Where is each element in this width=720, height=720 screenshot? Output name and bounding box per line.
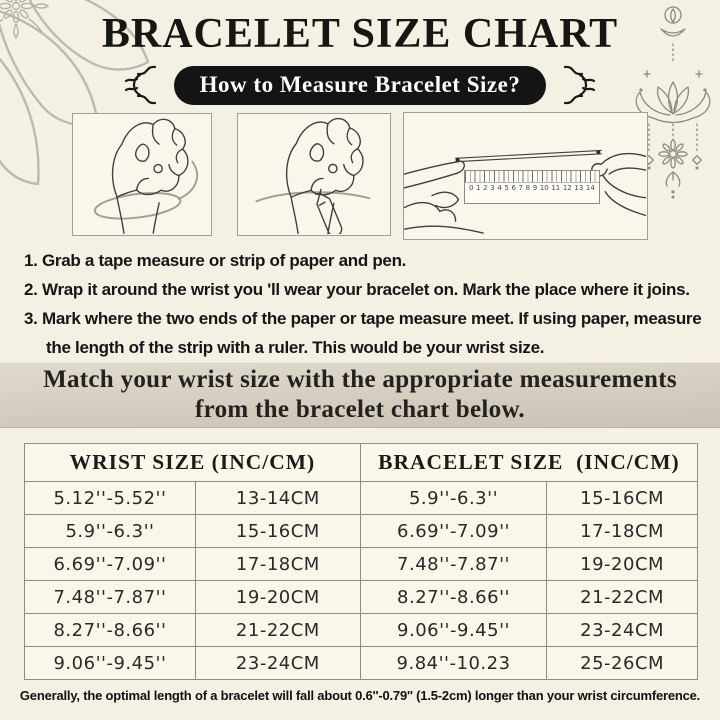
ruler-number: 1 <box>476 184 481 192</box>
ruler-ticks <box>465 171 599 183</box>
table-cell: 19-20CM <box>546 547 698 581</box>
illustration-ruler-panel: 0 1 2 3 4 5 6 7 8 9 10 11 12 13 14 <box>403 112 648 240</box>
hands-with-ruler-illustration <box>404 149 646 234</box>
table-cell: 9.06''-9.45'' <box>24 646 196 680</box>
table-cell: 23-24CM <box>546 613 698 647</box>
table-cell: 21-22CM <box>194 613 361 647</box>
step-line: 3. Mark where the two ends of the paper … <box>24 309 702 328</box>
how-to-badge: How to Measure Bracelet Size? <box>173 65 547 105</box>
step-line: 1. Grab a tape measure or strip of paper… <box>24 251 407 270</box>
table-row: 6.69''-7.09'' 17-18CM 7.48''-7.87'' 19-20CM <box>24 547 698 581</box>
fist-with-pen-illustration <box>255 117 371 234</box>
table-row: 7.48''-7.87'' 19-20CM 8.27''-8.66'' 21-22CM <box>24 580 698 614</box>
flourish-left-icon <box>124 65 156 105</box>
table-cell: 7.48''-7.87'' <box>359 547 548 581</box>
size-table-body: 5.12''-5.52'' 13-14CM 5.9''-6.3'' 15-16CM 5.… <box>24 481 698 680</box>
ruler-number: 14 <box>585 184 595 192</box>
table-cell: 8.27''-8.66'' <box>359 580 548 614</box>
size-table: WRIST SIZE (INC/CM) BRACELET SIZE (INC/C… <box>24 443 699 680</box>
ruler-number: 13 <box>574 184 584 192</box>
table-cell: 5.12''-5.52'' <box>24 481 196 515</box>
table-cell: 13-14CM <box>194 481 361 515</box>
ruler-number: 6 <box>511 184 516 192</box>
table-cell: 6.69''-7.09'' <box>24 547 196 581</box>
table-cell: 9.06''-9.45'' <box>359 613 548 647</box>
ruler-number: 8 <box>525 184 531 192</box>
table-row: 8.27''-8.66'' 21-22CM 9.06''-9.45'' 23-24CM <box>24 613 698 647</box>
ruler-number: 2 <box>483 184 488 192</box>
table-cell: 5.9''-6.3'' <box>359 481 548 515</box>
ruler-number: 5 <box>504 184 509 192</box>
illustration-wrap-tape-panel <box>72 113 212 236</box>
step-line: the length of the strip with a ruler. Th… <box>46 338 545 357</box>
wrist-size-header: WRIST SIZE (INC/CM) <box>24 443 361 482</box>
ruler-numbers: 0 1 2 3 4 5 6 7 8 9 10 11 12 13 14 <box>465 183 599 193</box>
flourish-right-icon <box>564 65 596 105</box>
ruler: 0 1 2 3 4 5 6 7 8 9 10 11 12 13 14 <box>464 170 600 204</box>
table-cell: 17-18CM <box>546 514 698 548</box>
steps-list: 1. Grab a tape measure or strip of paper… <box>24 246 718 362</box>
banner-line-2: from the bracelet chart below. <box>195 396 525 423</box>
illustration-mark-pen-panel <box>237 113 391 236</box>
table-cell: 19-20CM <box>194 580 361 614</box>
table-row: 5.12''-5.52'' 13-14CM 5.9''-6.3'' 15-16CM <box>24 481 698 515</box>
bracelet-size-header: BRACELET SIZE (INC/CM) <box>359 443 699 482</box>
step-line: 2. Wrap it around the wrist you 'll wear… <box>24 280 690 299</box>
ruler-number: 3 <box>490 184 495 192</box>
how-to-badge-row: How to Measure Bracelet Size? <box>0 62 720 108</box>
table-row: 5.9''-6.3'' 15-16CM 6.69''-7.09'' 17-18CM <box>24 514 698 548</box>
table-cell: 25-26CM <box>546 646 698 680</box>
ruler-number: 0 <box>469 184 474 192</box>
fist-with-tape-illustration <box>93 118 198 234</box>
banner-line-1: Match your wrist size with the appropria… <box>43 366 677 393</box>
step-item: 2. Wrap it around the wrist you 'll wear… <box>24 275 718 304</box>
table-cell: 23-24CM <box>194 646 361 680</box>
table-cell: 15-16CM <box>546 481 698 515</box>
table-cell: 9.84''-10.23 <box>359 646 548 680</box>
ruler-number: 12 <box>562 184 572 192</box>
ruler-number: 9 <box>532 184 538 192</box>
table-cell: 21-22CM <box>546 580 698 614</box>
ruler-number: 10 <box>539 184 549 192</box>
page-title: BRACELET SIZE CHART <box>101 11 619 57</box>
lotus-ornament-icon <box>635 6 711 199</box>
step-item: 3. Mark where the two ends of the paper … <box>24 304 718 362</box>
table-cell: 15-16CM <box>194 514 361 548</box>
footnote: Generally, the optimal length of a brace… <box>19 688 701 703</box>
ruler-number: 7 <box>518 184 524 192</box>
table-cell: 8.27''-8.66'' <box>24 613 196 647</box>
mandala-flower-icon <box>0 0 150 186</box>
table-cell: 6.69''-7.09'' <box>359 514 548 548</box>
table-header-row: WRIST SIZE (INC/CM) BRACELET SIZE (INC/C… <box>24 443 699 482</box>
ruler-number: 11 <box>551 184 561 192</box>
match-banner: Match your wrist size with the appropria… <box>0 362 720 428</box>
table-cell: 7.48''-7.87'' <box>24 580 196 614</box>
table-cell: 17-18CM <box>194 547 361 581</box>
mandala-center-flower <box>0 0 50 40</box>
table-row: 9.06''-9.45'' 23-24CM 9.84''-10.23 25-26CM <box>24 646 698 680</box>
table-cell: 5.9''-6.3'' <box>24 514 196 548</box>
ruler-number: 4 <box>497 184 502 192</box>
step-item: 1. Grab a tape measure or strip of paper… <box>24 246 718 275</box>
